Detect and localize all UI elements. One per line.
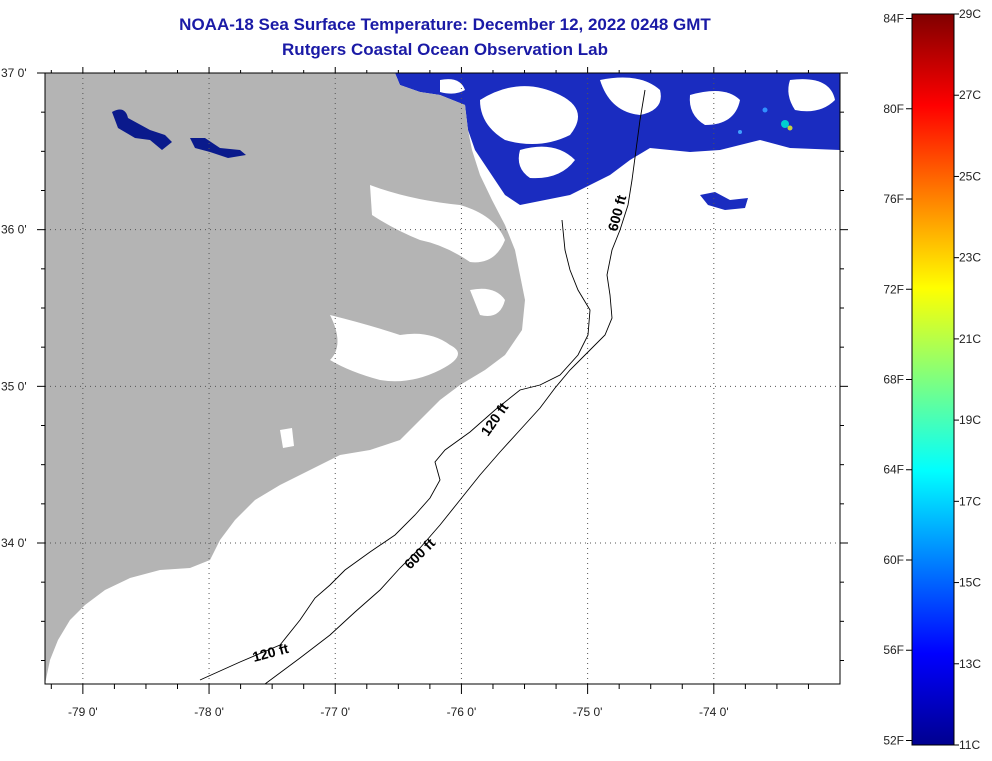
lat-tick-label: 36 0' xyxy=(1,223,27,237)
colorbar xyxy=(911,13,955,746)
colorbar-c-label: 23C xyxy=(959,251,981,265)
lat-tick-label: 35 0' xyxy=(1,379,27,393)
map-subtitle: Rutgers Coastal Ocean Observation Lab xyxy=(282,40,608,59)
colorbar-f-label: 60F xyxy=(883,553,904,567)
lon-tick-label: -74 0' xyxy=(699,705,729,719)
colorbar-f-label: 80F xyxy=(883,102,904,116)
colorbar-c-label: 17C xyxy=(959,494,981,508)
colorbar-c-label: 11C xyxy=(959,738,980,752)
colorbar-c-label: 25C xyxy=(959,169,981,183)
colorbar-c-label: 29C xyxy=(959,7,981,21)
lon-tick-label: -75 0' xyxy=(573,705,603,719)
lon-tick-label: -77 0' xyxy=(320,705,350,719)
sounds xyxy=(280,185,505,448)
warm-pixels xyxy=(738,107,793,134)
colorbar-f-label: 56F xyxy=(883,643,904,657)
graticule xyxy=(45,73,840,684)
lat-tick-label: 34 0' xyxy=(1,536,27,550)
colorbar-f-label: 84F xyxy=(883,12,904,26)
colorbar-c-label: 13C xyxy=(959,657,981,671)
colorbar-c-label: 27C xyxy=(959,88,981,102)
cloud-mask xyxy=(440,77,835,179)
map-axes: -79 0' -78 0' -77 0' -76 0' -75 0' -74 0' 37 0… xyxy=(1,66,848,719)
colorbar-c-label: 21C xyxy=(959,332,981,346)
map-frame xyxy=(44,72,841,685)
colorbar-f-label: 64F xyxy=(883,463,904,477)
colorbar-f-label: 68F xyxy=(883,373,904,387)
isobath-600ft xyxy=(264,89,646,684)
inland-lakes xyxy=(112,109,246,158)
lat-tick-label: 37 0' xyxy=(1,66,27,80)
lon-tick-label: -79 0' xyxy=(68,705,98,719)
colorbar-c-label: 19C xyxy=(959,413,981,427)
colorbar-c-label: 15C xyxy=(959,576,981,590)
colorbar-f-label: 76F xyxy=(883,192,904,206)
colorbar-f-label: 52F xyxy=(883,733,904,747)
lon-tick-label: -76 0' xyxy=(447,705,477,719)
colorbar-ticks: 84F 80F 76F 72F 68F 64F 60F 56F 52F 29C 27C 25C 23C 2… xyxy=(883,7,981,752)
lon-tick-label: -78 0' xyxy=(194,705,224,719)
isobath-120ft xyxy=(199,219,591,681)
colorbar-f-label: 72F xyxy=(883,282,904,296)
map-title: NOAA-18 Sea Surface Temperature: Decembe… xyxy=(179,15,711,34)
